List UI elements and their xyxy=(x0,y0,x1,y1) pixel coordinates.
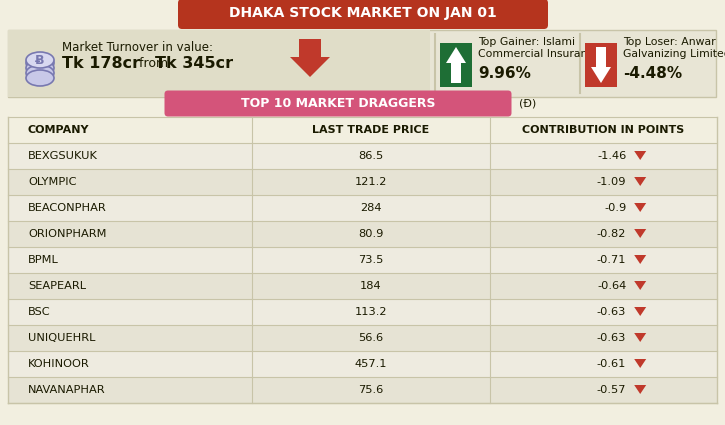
Text: Top Loser: Anwar: Top Loser: Anwar xyxy=(623,37,716,47)
Text: 56.6: 56.6 xyxy=(358,333,384,343)
Text: -0.9: -0.9 xyxy=(604,203,626,213)
Polygon shape xyxy=(634,255,646,264)
FancyBboxPatch shape xyxy=(165,91,512,116)
Text: -0.61: -0.61 xyxy=(597,359,626,369)
Text: TOP 10 MARKET DRAGGERS: TOP 10 MARKET DRAGGERS xyxy=(241,96,435,110)
Text: Tk 178cr: Tk 178cr xyxy=(62,56,140,71)
Polygon shape xyxy=(634,385,646,394)
FancyBboxPatch shape xyxy=(8,377,717,403)
Text: 284: 284 xyxy=(360,203,382,213)
Text: 9.96%: 9.96% xyxy=(478,65,531,80)
FancyBboxPatch shape xyxy=(8,221,717,247)
Polygon shape xyxy=(290,39,330,77)
Polygon shape xyxy=(634,229,646,238)
Text: OLYMPIC: OLYMPIC xyxy=(28,177,77,187)
Polygon shape xyxy=(634,203,646,212)
Text: COMPANY: COMPANY xyxy=(28,125,89,135)
Text: 80.9: 80.9 xyxy=(358,229,384,239)
FancyBboxPatch shape xyxy=(585,43,617,87)
Polygon shape xyxy=(634,151,646,160)
Text: 73.5: 73.5 xyxy=(358,255,384,265)
Polygon shape xyxy=(634,359,646,368)
Text: -0.57: -0.57 xyxy=(597,385,626,395)
Ellipse shape xyxy=(26,52,54,68)
Polygon shape xyxy=(591,47,611,83)
Text: Ƀ: Ƀ xyxy=(36,54,45,66)
Text: Galvanizing Limited: Galvanizing Limited xyxy=(623,49,725,59)
Text: NAVANAPHAR: NAVANAPHAR xyxy=(28,385,106,395)
Text: 113.2: 113.2 xyxy=(355,307,387,317)
Ellipse shape xyxy=(26,55,54,71)
Polygon shape xyxy=(446,47,466,83)
FancyBboxPatch shape xyxy=(8,30,716,97)
Ellipse shape xyxy=(26,65,54,81)
FancyBboxPatch shape xyxy=(8,351,717,377)
Text: -0.71: -0.71 xyxy=(597,255,626,265)
Text: Market Turnover in value:: Market Turnover in value: xyxy=(62,40,213,54)
FancyBboxPatch shape xyxy=(8,117,717,143)
FancyBboxPatch shape xyxy=(178,0,548,29)
Text: KOHINOOR: KOHINOOR xyxy=(28,359,90,369)
Text: 121.2: 121.2 xyxy=(355,177,387,187)
Text: -1.09: -1.09 xyxy=(597,177,626,187)
FancyBboxPatch shape xyxy=(8,195,717,221)
Text: -1.46: -1.46 xyxy=(597,151,626,161)
FancyBboxPatch shape xyxy=(8,325,717,351)
Text: BSC: BSC xyxy=(28,307,51,317)
FancyBboxPatch shape xyxy=(8,30,430,97)
Text: -0.63: -0.63 xyxy=(597,307,626,317)
FancyBboxPatch shape xyxy=(8,247,717,273)
Text: LAST TRADE PRICE: LAST TRADE PRICE xyxy=(312,125,430,135)
Text: 457.1: 457.1 xyxy=(355,359,387,369)
FancyBboxPatch shape xyxy=(440,43,472,87)
FancyBboxPatch shape xyxy=(8,143,717,169)
Text: BEXGSUKUK: BEXGSUKUK xyxy=(28,151,98,161)
Text: -0.82: -0.82 xyxy=(597,229,626,239)
Text: DHAKA STOCK MARKET ON JAN 01: DHAKA STOCK MARKET ON JAN 01 xyxy=(229,6,497,20)
Text: UNIQUEHRL: UNIQUEHRL xyxy=(28,333,96,343)
Text: from: from xyxy=(135,57,172,70)
Text: ORIONPHARM: ORIONPHARM xyxy=(28,229,107,239)
Text: -0.63: -0.63 xyxy=(597,333,626,343)
Text: SEAPEARL: SEAPEARL xyxy=(28,281,86,291)
FancyBboxPatch shape xyxy=(8,169,717,195)
Polygon shape xyxy=(634,177,646,186)
Text: BEACONPHAR: BEACONPHAR xyxy=(28,203,107,213)
Text: 184: 184 xyxy=(360,281,382,291)
Text: (Đ): (Đ) xyxy=(519,98,536,108)
Text: Commercial Insurance: Commercial Insurance xyxy=(478,49,600,59)
Text: 75.6: 75.6 xyxy=(358,385,384,395)
Ellipse shape xyxy=(26,60,54,76)
Text: BPML: BPML xyxy=(28,255,59,265)
Text: 86.5: 86.5 xyxy=(358,151,384,161)
FancyBboxPatch shape xyxy=(8,299,717,325)
Ellipse shape xyxy=(26,70,54,86)
Text: CONTRIBUTION IN POINTS: CONTRIBUTION IN POINTS xyxy=(523,125,684,135)
Polygon shape xyxy=(634,333,646,342)
Text: Top Gainer: Islami: Top Gainer: Islami xyxy=(478,37,575,47)
Polygon shape xyxy=(634,281,646,290)
Text: Tk 345cr: Tk 345cr xyxy=(155,56,233,71)
Text: -4.48%: -4.48% xyxy=(623,65,682,80)
FancyBboxPatch shape xyxy=(8,273,717,299)
Text: -0.64: -0.64 xyxy=(597,281,626,291)
Polygon shape xyxy=(634,307,646,316)
